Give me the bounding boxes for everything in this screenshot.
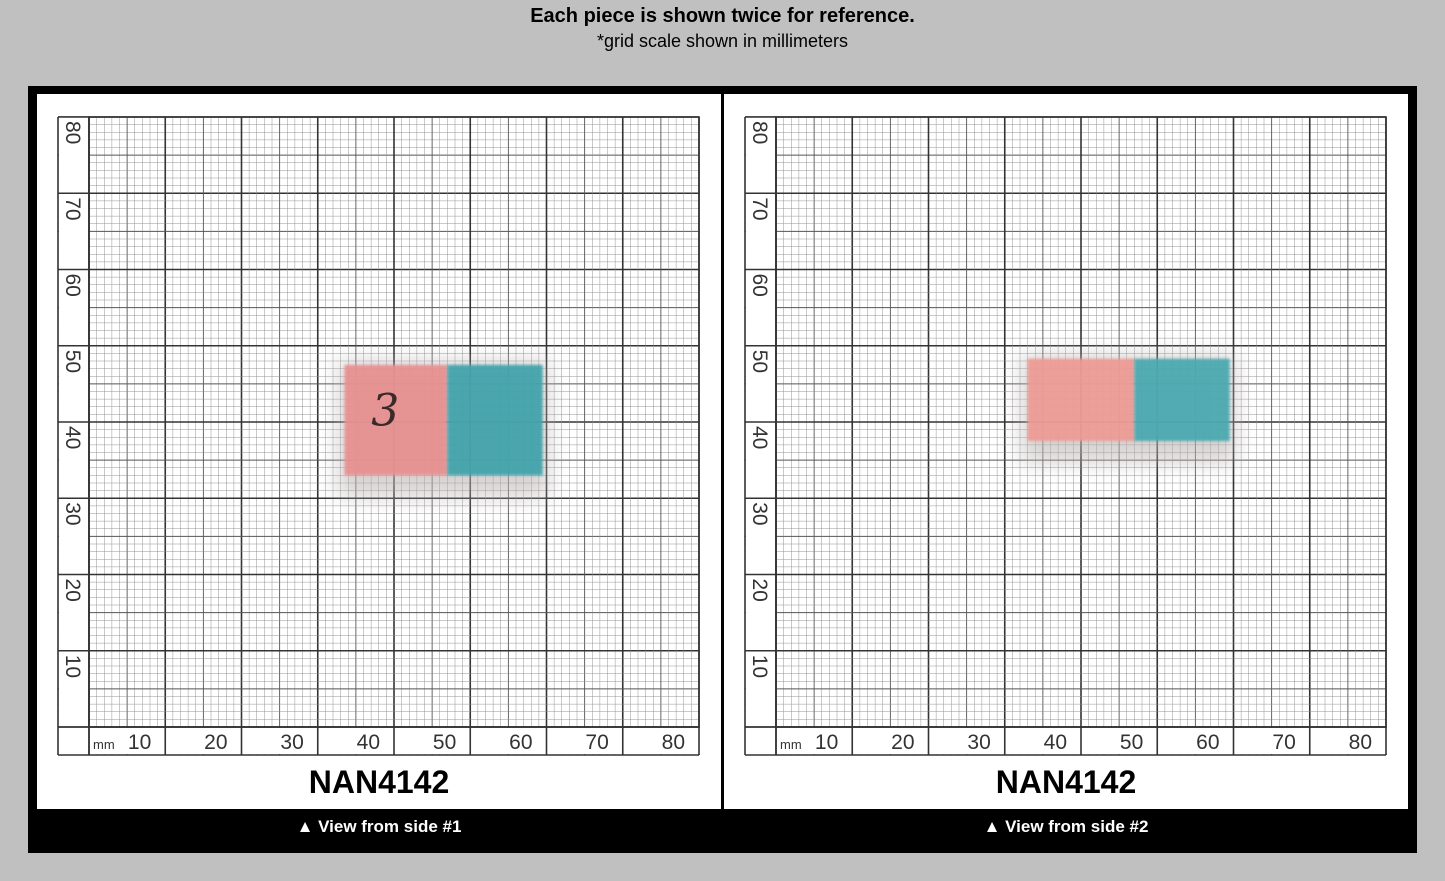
x-tick-label: 20: [891, 731, 914, 754]
x-tick-label: 80: [662, 731, 685, 754]
y-tick-label: 80: [61, 121, 84, 144]
piece-teal-half: [1134, 358, 1230, 442]
x-tick-label: 40: [357, 731, 380, 754]
x-tick-label: 80: [1349, 731, 1372, 754]
x-tick-label: 70: [585, 731, 608, 754]
y-tick-label: 60: [748, 274, 771, 297]
x-tick-label: 20: [204, 731, 227, 754]
y-tick-label: 10: [748, 655, 771, 678]
x-tick-label: 60: [1196, 731, 1219, 754]
x-tick-label: 50: [433, 731, 456, 754]
caption-side-2: ▲ View from side #2: [983, 817, 1149, 836]
caption-side-1: ▲ View from side #1: [296, 817, 462, 836]
grid-photo-side-2: 10 20 30 40 50 60 70 80 10 20 30 40 50 60 70 80 mm: [744, 116, 1387, 756]
y-tick-label: 70: [748, 197, 771, 220]
x-tick-label: 50: [1120, 731, 1143, 754]
piece-teal-half: [447, 364, 543, 476]
handwritten-mark: 3: [371, 386, 399, 437]
mm-grid: [57, 116, 700, 756]
y-tick-label: 50: [748, 350, 771, 373]
grid-photo-side-1: 10 20 30 40 50 60 70 80 10 20 30 40 50 60 70 80 mm 3: [57, 116, 700, 756]
x-tick-label: 30: [967, 731, 990, 754]
mm-grid: [744, 116, 1387, 756]
piece-label: NAN4142: [995, 764, 1137, 800]
y-tick-label: 20: [748, 579, 771, 602]
x-tick-label: 10: [128, 731, 151, 754]
y-tick-label: 30: [61, 502, 84, 525]
x-tick-label: 40: [1044, 731, 1067, 754]
photo-frame: 10 20 30 40 50 60 70 80 10 20 30 40 50 60 70 80 mm 3 NAN4…: [28, 86, 1417, 853]
y-tick-label: 10: [61, 655, 84, 678]
page-subtitle: *grid scale shown in millimeters: [596, 31, 849, 51]
unit-label: mm: [93, 737, 115, 752]
y-tick-label: 40: [748, 426, 771, 449]
y-tick-label: 20: [61, 579, 84, 602]
panel-side-1: 10 20 30 40 50 60 70 80 10 20 30 40 50 60 70 80 mm 3 NAN4…: [37, 94, 721, 809]
unit-label: mm: [780, 737, 802, 752]
y-tick-label: 60: [61, 274, 84, 297]
y-tick-label: 70: [61, 197, 84, 220]
piece-pink-half: [1027, 358, 1135, 442]
panel-side-2: 10 20 30 40 50 60 70 80 10 20 30 40 50 60 70 80 mm NAN41…: [724, 94, 1408, 809]
x-tick-label: 60: [509, 731, 532, 754]
x-tick-label: 30: [280, 731, 303, 754]
x-tick-label: 70: [1272, 731, 1295, 754]
piece-label: NAN4142: [308, 764, 450, 800]
page-title: Each piece is shown twice for reference.: [530, 5, 915, 27]
y-tick-label: 50: [61, 350, 84, 373]
y-tick-label: 40: [61, 426, 84, 449]
y-tick-label: 80: [748, 121, 771, 144]
x-tick-label: 10: [815, 731, 838, 754]
y-tick-label: 30: [748, 502, 771, 525]
piece-pink-half: [344, 364, 448, 476]
